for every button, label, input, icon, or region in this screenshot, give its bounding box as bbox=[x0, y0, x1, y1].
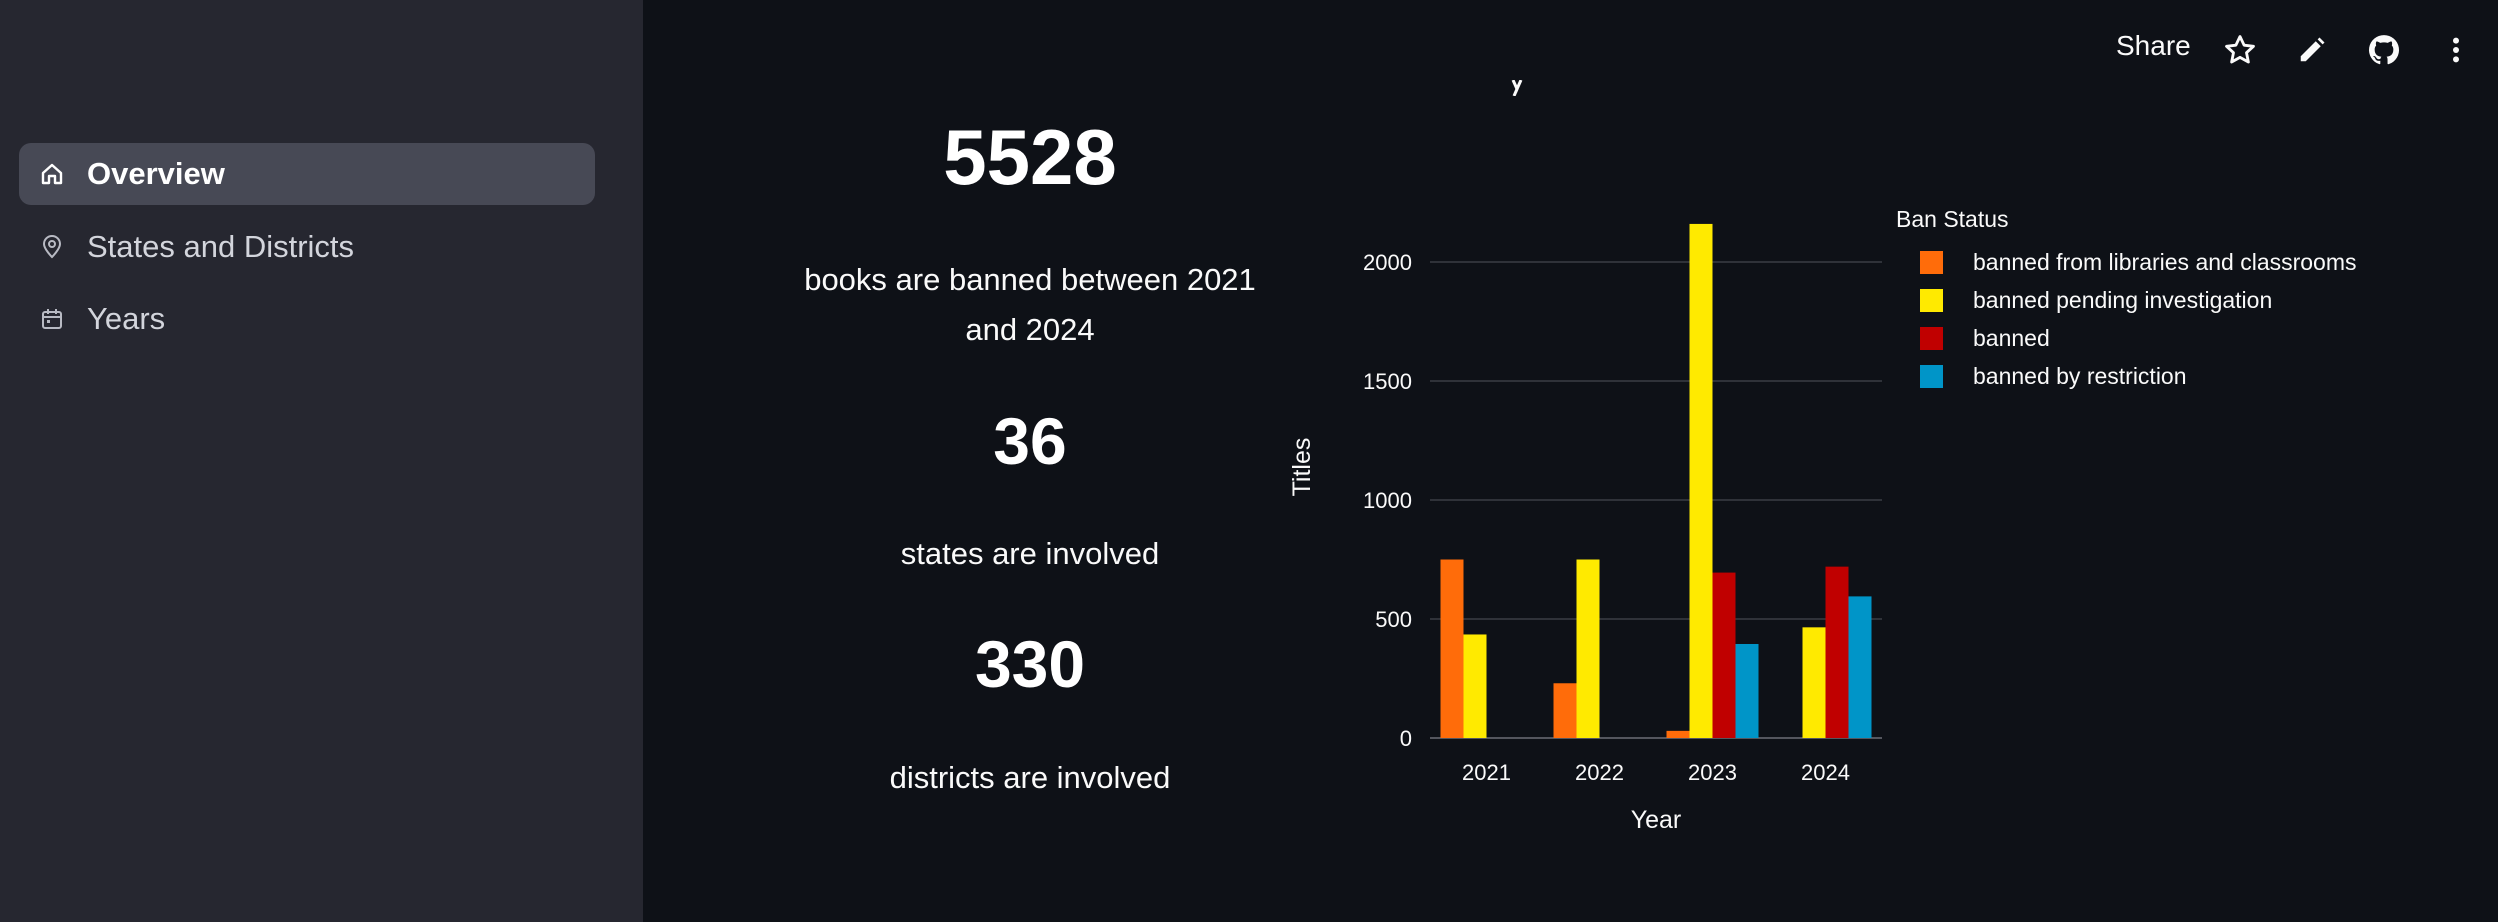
x-tick-label: 2023 bbox=[1688, 760, 1737, 785]
sidebar-item-label: Overview bbox=[87, 156, 225, 191]
clipped-heading-fragment bbox=[1510, 80, 1524, 96]
legend-label: banned by restriction bbox=[1973, 362, 2187, 389]
legend-title: Ban Status bbox=[1896, 206, 2009, 232]
legend-item[interactable]: banned bbox=[1896, 319, 2357, 357]
chart-legend: Ban Status banned from libraries and cla… bbox=[1896, 206, 2357, 395]
y-tick-label: 500 bbox=[1375, 607, 1412, 632]
sidebar-item-states-and-districts[interactable]: States and Districts bbox=[19, 216, 595, 278]
metric-books-label-line2: and 2024 bbox=[965, 312, 1095, 347]
sidebar-item-label: Years bbox=[87, 301, 166, 336]
calendar-icon bbox=[39, 306, 65, 332]
legend-label: banned bbox=[1973, 324, 2050, 351]
y-tick-label: 1500 bbox=[1363, 369, 1412, 394]
legend-swatch bbox=[1920, 326, 1943, 350]
github-icon[interactable] bbox=[2366, 32, 2402, 68]
metric-states-value: 36 bbox=[993, 404, 1067, 478]
legend-swatch bbox=[1920, 288, 1943, 312]
bar bbox=[1712, 572, 1736, 738]
bar bbox=[1440, 559, 1464, 738]
location-pin-icon bbox=[39, 234, 65, 260]
x-tick-label: 2021 bbox=[1462, 760, 1511, 785]
legend-swatch bbox=[1920, 250, 1943, 274]
metric-districts-value: 330 bbox=[974, 627, 1086, 701]
bar bbox=[1576, 559, 1600, 738]
metric-books-value: 5528 bbox=[943, 113, 1117, 201]
bar bbox=[1825, 566, 1849, 738]
y-tick-label: 0 bbox=[1400, 726, 1412, 751]
metric-districts-label: districts are involved bbox=[889, 760, 1171, 795]
y-tick-label: 2000 bbox=[1363, 250, 1412, 275]
bar bbox=[1735, 643, 1759, 738]
sidebar-item-overview[interactable]: Overview bbox=[19, 143, 595, 205]
bar bbox=[1689, 223, 1713, 739]
legend-item[interactable]: banned pending investigation bbox=[1896, 281, 2357, 319]
x-tick-label: 2024 bbox=[1801, 760, 1850, 785]
x-axis-title: Year bbox=[1631, 806, 1682, 834]
bar bbox=[1553, 683, 1577, 738]
y-tick-label: 1000 bbox=[1363, 488, 1412, 513]
bar bbox=[1848, 596, 1872, 738]
y-axis-title: Titles bbox=[1288, 438, 1316, 497]
bar bbox=[1463, 634, 1487, 738]
pencil-icon[interactable] bbox=[2294, 32, 2330, 68]
metric-books-label-line1: books are banned between 2021 bbox=[804, 262, 1256, 297]
share-button[interactable]: Share bbox=[2116, 30, 2191, 61]
legend-item[interactable]: banned by restriction bbox=[1896, 357, 2357, 395]
legend-label: banned pending investigation bbox=[1973, 286, 2273, 313]
x-tick-label: 2022 bbox=[1575, 760, 1624, 785]
legend-item[interactable]: banned from libraries and classrooms bbox=[1896, 243, 2357, 281]
sidebar-item-label: States and Districts bbox=[87, 229, 355, 264]
sidebar: Overview States and Districts Years bbox=[0, 0, 643, 922]
bar-chart: 0 500 1000 1500 2000 2021 2022 2023 2024 Year Titl… bbox=[1288, 223, 1882, 834]
home-icon bbox=[39, 161, 65, 187]
metric-states-label: states are involved bbox=[900, 536, 1160, 571]
bar bbox=[1802, 627, 1826, 738]
legend-label: banned from libraries and classrooms bbox=[1973, 248, 2357, 275]
star-icon[interactable] bbox=[2222, 32, 2258, 68]
more-vertical-icon[interactable] bbox=[2438, 32, 2474, 68]
bar bbox=[1666, 730, 1690, 738]
legend-swatch bbox=[1920, 364, 1943, 388]
sidebar-item-years[interactable]: Years bbox=[19, 288, 595, 350]
